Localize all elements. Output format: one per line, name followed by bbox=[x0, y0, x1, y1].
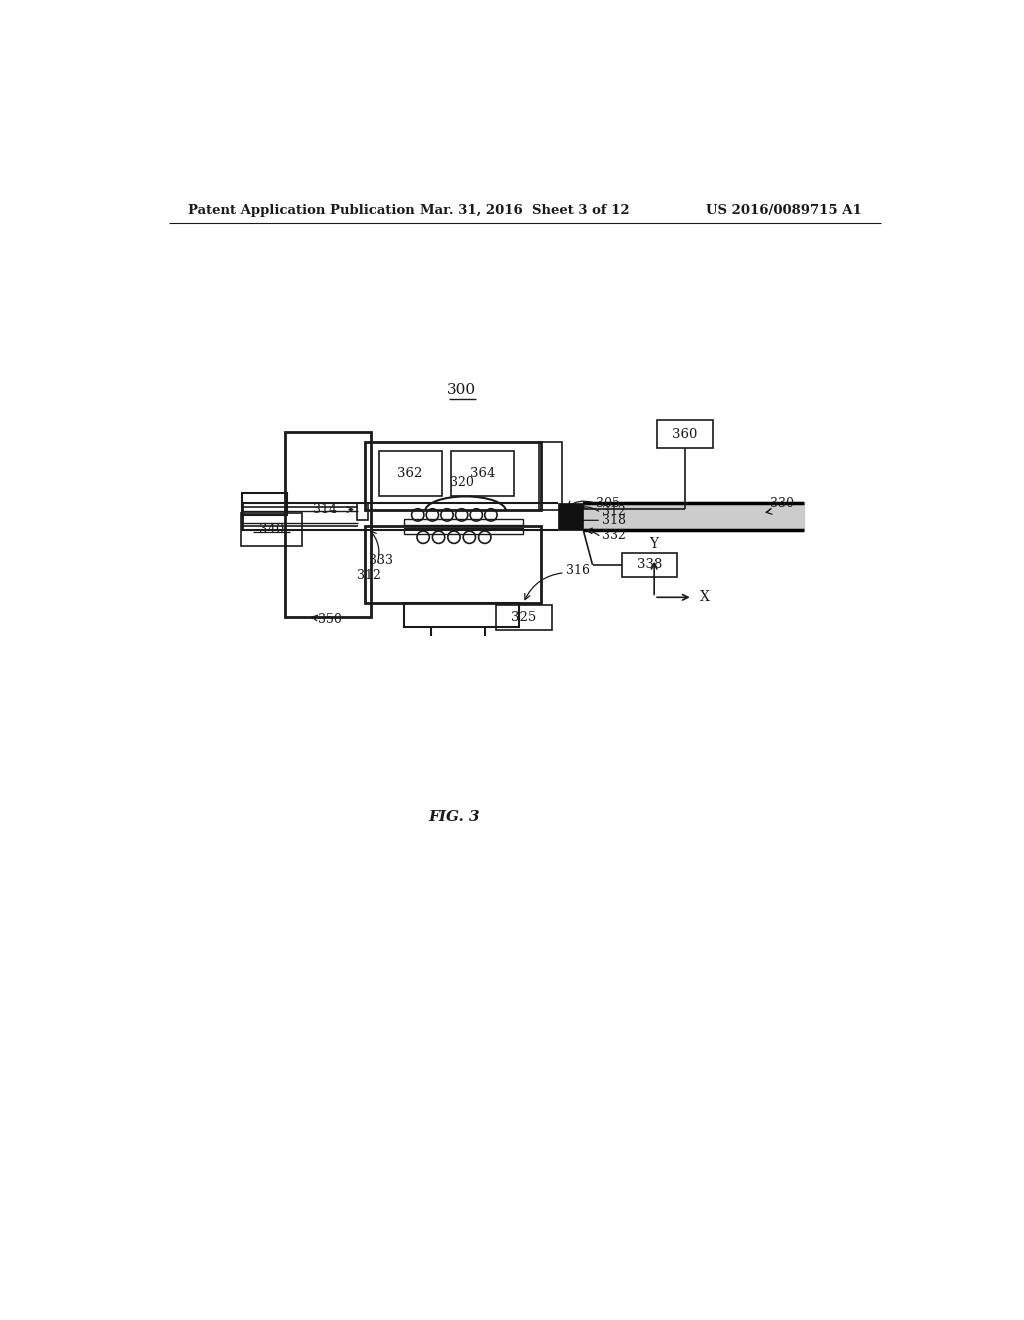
Bar bbox=[451, 451, 514, 496]
Text: Patent Application Publication: Patent Application Publication bbox=[188, 205, 415, 218]
Text: 364: 364 bbox=[470, 467, 496, 480]
Bar bbox=[379, 451, 441, 496]
Bar bbox=[366, 442, 541, 510]
Bar bbox=[657, 420, 713, 447]
Text: X: X bbox=[700, 590, 711, 605]
Bar bbox=[357, 503, 368, 520]
Text: Mar. 31, 2016  Sheet 3 of 12: Mar. 31, 2016 Sheet 3 of 12 bbox=[420, 205, 630, 218]
Bar bbox=[241, 512, 302, 546]
Bar bbox=[622, 553, 677, 577]
Bar bbox=[403, 528, 523, 535]
Text: 318: 318 bbox=[602, 513, 626, 527]
Text: 316: 316 bbox=[565, 564, 590, 577]
Text: 325: 325 bbox=[511, 611, 537, 624]
Text: 360: 360 bbox=[673, 428, 697, 441]
Bar bbox=[403, 519, 523, 525]
Text: 340: 340 bbox=[259, 523, 284, 536]
Text: 350: 350 bbox=[318, 612, 342, 626]
Text: US 2016/0089715 A1: US 2016/0089715 A1 bbox=[707, 205, 862, 218]
Text: 330: 330 bbox=[770, 496, 794, 510]
Text: 320: 320 bbox=[450, 477, 473, 490]
Bar bbox=[366, 527, 541, 603]
Bar bbox=[403, 603, 519, 627]
Text: 300: 300 bbox=[447, 383, 476, 397]
Bar bbox=[539, 442, 562, 510]
Text: 338: 338 bbox=[637, 558, 663, 572]
Text: FIG. 3: FIG. 3 bbox=[428, 809, 480, 824]
Text: 314: 314 bbox=[313, 503, 337, 516]
Text: 333: 333 bbox=[370, 554, 393, 566]
Text: 312: 312 bbox=[357, 569, 381, 582]
Bar bbox=[558, 503, 583, 531]
Text: Y: Y bbox=[649, 537, 658, 552]
Text: 332: 332 bbox=[602, 529, 626, 543]
Text: 362: 362 bbox=[397, 467, 423, 480]
Bar bbox=[285, 432, 371, 616]
Text: 305: 305 bbox=[596, 496, 621, 510]
Text: 312: 312 bbox=[602, 506, 626, 519]
Bar bbox=[243, 494, 287, 515]
Bar bbox=[497, 605, 552, 630]
